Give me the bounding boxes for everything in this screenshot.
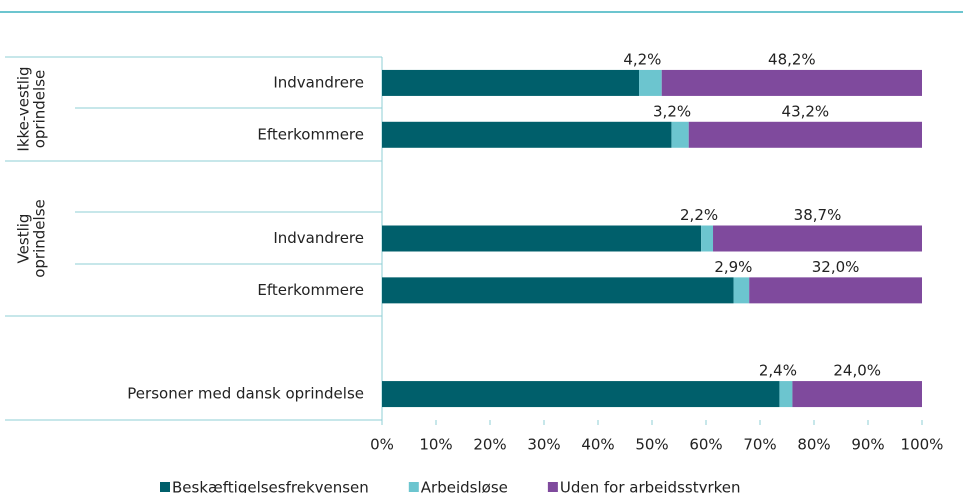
bar-segment: [382, 277, 734, 304]
data-label: 48,2%: [768, 50, 816, 68]
x-tick-label: 0%: [370, 436, 394, 454]
bar-segment: [382, 225, 702, 252]
data-label: 32,0%: [812, 258, 860, 276]
legend-label: Uden for arbejdsstyrken: [560, 479, 741, 493]
bar-segment: [661, 69, 922, 96]
x-tick-label: 90%: [851, 436, 884, 454]
data-label: 43,2%: [782, 102, 830, 120]
x-tick-label: 20%: [473, 436, 506, 454]
bar-segment: [382, 121, 672, 148]
data-label: 2,9%: [714, 258, 752, 276]
category-label: Efterkommere: [257, 125, 364, 143]
group-label: Vestlig: [15, 214, 33, 264]
bar-segment: [779, 381, 793, 408]
bar-segment: [639, 69, 662, 96]
bar-segment: [671, 121, 689, 148]
data-label: 2,4%: [759, 362, 797, 380]
legend-label: Beskæftigelsesfrekvensen: [172, 479, 369, 493]
bar-segment: [792, 381, 922, 408]
x-tick-label: 80%: [797, 436, 830, 454]
group-label: Ikke-vestlig: [15, 66, 33, 151]
data-label: 24,0%: [833, 362, 881, 380]
bar-segment: [749, 277, 922, 304]
bar-segment: [713, 225, 922, 252]
legend-swatch: [547, 482, 558, 492]
x-tick-label: 10%: [419, 436, 452, 454]
x-tick-label: 60%: [689, 436, 722, 454]
bar-segment: [701, 225, 714, 252]
category-label: Indvandrere: [273, 73, 364, 91]
legend-swatch: [160, 482, 170, 492]
x-tick-label: 40%: [581, 436, 614, 454]
x-tick-label: 50%: [635, 436, 668, 454]
data-label: 2,2%: [680, 206, 718, 224]
group-label: oprindelse: [31, 70, 49, 149]
bar-segment: [733, 277, 750, 304]
x-tick-label: 30%: [527, 436, 560, 454]
legend-swatch: [408, 482, 419, 492]
category-label: Personer med dansk oprindelse: [127, 385, 364, 403]
data-label: 4,2%: [623, 50, 661, 68]
data-label: 3,2%: [653, 102, 691, 120]
category-label: Indvandrere: [273, 229, 364, 247]
bar-segment: [382, 69, 640, 96]
bar-segment: [382, 381, 780, 408]
legend-label: Arbejdsløse: [421, 479, 508, 493]
category-label: Efterkommere: [257, 281, 364, 299]
x-tick-label: 70%: [743, 436, 776, 454]
bar-segment: [688, 121, 922, 148]
group-label: oprindelse: [31, 199, 49, 278]
x-tick-label: 100%: [901, 436, 944, 454]
data-label: 38,7%: [794, 206, 842, 224]
